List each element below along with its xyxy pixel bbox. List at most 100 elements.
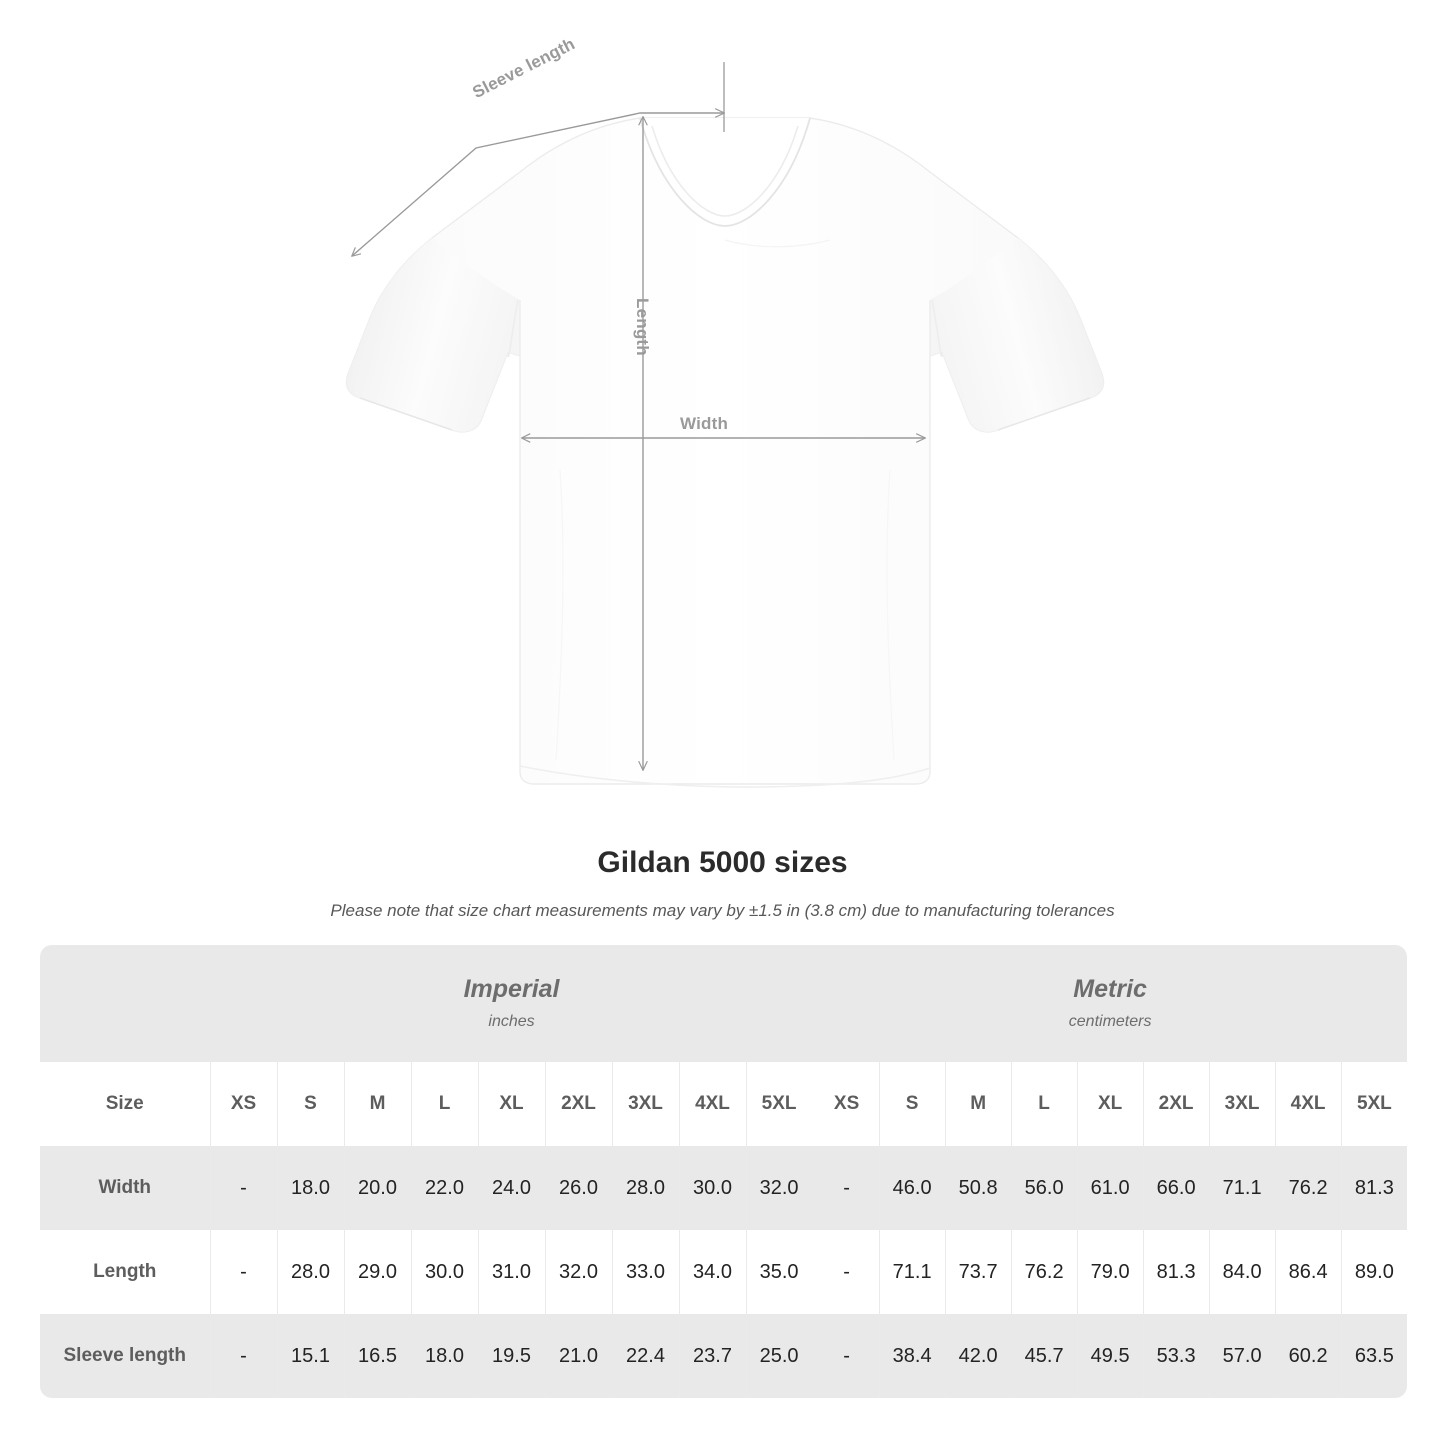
bottom-hem xyxy=(519,765,931,788)
cell-length-imp-4xl: 34.0 xyxy=(678,1230,746,1314)
size-header-met-xl: XL xyxy=(1076,1062,1144,1146)
cell-length-met-3xl: 84.0 xyxy=(1208,1230,1276,1314)
unit-metric-name: Metric xyxy=(1073,975,1147,1004)
cell-sleeve-imp-2xl: 21.0 xyxy=(544,1314,612,1398)
cell-sleeve-imp-xs: - xyxy=(209,1314,277,1398)
size-header-imp-xs: XS xyxy=(209,1062,277,1146)
cell-sleeve-imp-m: 16.5 xyxy=(343,1314,411,1398)
size-header-imp-2xl: 2XL xyxy=(544,1062,612,1146)
size-header-label: Size xyxy=(40,1062,210,1146)
table-row: Length - 28.0 29.0 30.0 31.0 32.0 33.0 3… xyxy=(40,1230,1408,1314)
cell-width-imp-m: 20.0 xyxy=(343,1146,411,1230)
sleeve-length-arrow xyxy=(352,113,724,256)
cell-width-met-l: 56.0 xyxy=(1010,1146,1078,1230)
unit-imperial-sub: inches xyxy=(488,1013,535,1031)
unit-band-row: Imperial inches Metric centimeters xyxy=(40,945,1408,1062)
table-row: Sleeve length - 15.1 16.5 18.0 19.5 21.0… xyxy=(40,1314,1408,1398)
cell-sleeve-imp-s: 15.1 xyxy=(276,1314,344,1398)
cell-sleeve-met-m: 42.0 xyxy=(944,1314,1012,1398)
size-chart-table: Imperial inches Metric centimeters Size … xyxy=(40,945,1408,1398)
cell-width-imp-xs: - xyxy=(209,1146,277,1230)
cell-length-imp-l: 30.0 xyxy=(410,1230,478,1314)
size-header-imp-xl: XL xyxy=(477,1062,545,1146)
cell-length-imp-xs: - xyxy=(209,1230,277,1314)
chest-fold xyxy=(724,239,831,248)
fold-right xyxy=(886,469,895,761)
cell-sleeve-met-xs: - xyxy=(811,1314,880,1398)
cell-length-met-m: 73.7 xyxy=(944,1230,1012,1314)
width-label: Width xyxy=(680,414,729,433)
size-header-met-2xl: 2XL xyxy=(1142,1062,1210,1146)
cell-sleeve-met-4xl: 60.2 xyxy=(1274,1314,1342,1398)
size-header-met-m: M xyxy=(944,1062,1012,1146)
size-header-imp-5xl: 5XL xyxy=(745,1062,814,1146)
left-cuff xyxy=(359,397,453,431)
right-sleeve-seam xyxy=(931,299,943,358)
row-label-sleeve-length: Sleeve length xyxy=(40,1314,210,1398)
cell-width-met-3xl: 71.1 xyxy=(1208,1146,1276,1230)
title-block: Gildan 5000 sizes Please note that size … xyxy=(0,845,1445,921)
cell-length-imp-m: 29.0 xyxy=(343,1230,411,1314)
left-sleeve-shade xyxy=(346,238,520,432)
cell-length-imp-s: 28.0 xyxy=(276,1230,344,1314)
cell-width-met-5xl: 81.3 xyxy=(1340,1146,1408,1230)
cell-length-met-s: 71.1 xyxy=(878,1230,946,1314)
unit-metric-cell: Metric centimeters xyxy=(813,945,1408,1062)
cell-sleeve-imp-5xl: 25.0 xyxy=(745,1314,814,1398)
size-header-imp-l: L xyxy=(410,1062,478,1146)
cell-width-imp-5xl: 32.0 xyxy=(745,1146,814,1230)
cell-sleeve-met-5xl: 63.5 xyxy=(1340,1314,1408,1398)
size-header-met-3xl: 3XL xyxy=(1208,1062,1276,1146)
shirt-body-group xyxy=(345,117,1105,788)
size-header-met-l: L xyxy=(1010,1062,1078,1146)
cell-length-imp-2xl: 32.0 xyxy=(544,1230,612,1314)
cell-width-met-m: 50.8 xyxy=(944,1146,1012,1230)
tshirt-illustration xyxy=(345,62,1105,788)
cell-width-imp-3xl: 28.0 xyxy=(611,1146,679,1230)
cell-sleeve-met-s: 38.4 xyxy=(878,1314,946,1398)
unit-metric-sub: centimeters xyxy=(1068,1013,1152,1031)
cell-sleeve-met-3xl: 57.0 xyxy=(1208,1314,1276,1398)
dimension-lines xyxy=(352,62,925,770)
size-chart-table-wrapper: Imperial inches Metric centimeters Size … xyxy=(40,945,1408,1398)
cell-width-met-xs: - xyxy=(811,1146,880,1230)
cell-length-imp-xl: 31.0 xyxy=(477,1230,545,1314)
cell-width-imp-4xl: 30.0 xyxy=(678,1146,746,1230)
cell-sleeve-imp-3xl: 22.4 xyxy=(611,1314,679,1398)
fold-left xyxy=(555,469,564,761)
row-label-width: Width xyxy=(40,1146,210,1230)
size-header-imp-3xl: 3XL xyxy=(611,1062,679,1146)
unit-imperial-cell: Imperial inches xyxy=(210,945,814,1062)
cell-sleeve-imp-xl: 19.5 xyxy=(477,1314,545,1398)
cell-length-met-xs: - xyxy=(811,1230,880,1314)
cell-length-imp-5xl: 35.0 xyxy=(745,1230,814,1314)
cell-length-met-l: 76.2 xyxy=(1010,1230,1078,1314)
unit-imperial-name: Imperial xyxy=(463,975,560,1004)
length-label: Length xyxy=(633,298,652,356)
size-header-imp-m: M xyxy=(343,1062,411,1146)
cell-length-met-2xl: 81.3 xyxy=(1142,1230,1210,1314)
size-header-imp-s: S xyxy=(276,1062,344,1146)
table-row: Width - 18.0 20.0 22.0 24.0 26.0 28.0 30… xyxy=(40,1146,1408,1230)
cell-sleeve-met-l: 45.7 xyxy=(1010,1314,1078,1398)
cell-width-met-s: 46.0 xyxy=(878,1146,946,1230)
cell-sleeve-imp-4xl: 23.7 xyxy=(678,1314,746,1398)
cell-length-imp-3xl: 33.0 xyxy=(611,1230,679,1314)
cell-sleeve-met-xl: 49.5 xyxy=(1076,1314,1144,1398)
cell-length-met-4xl: 86.4 xyxy=(1274,1230,1342,1314)
tolerance-note: Please note that size chart measurements… xyxy=(330,901,1115,920)
row-label-length: Length xyxy=(40,1230,210,1314)
cell-width-met-xl: 61.0 xyxy=(1076,1146,1144,1230)
cell-length-met-5xl: 89.0 xyxy=(1340,1230,1408,1314)
cell-width-imp-l: 22.0 xyxy=(410,1146,478,1230)
right-cuff xyxy=(997,397,1091,431)
right-sleeve-shade xyxy=(930,238,1104,432)
cell-width-met-2xl: 66.0 xyxy=(1142,1146,1210,1230)
size-header-imp-4xl: 4XL xyxy=(678,1062,746,1146)
size-header-row: Size XS S M L XL 2XL 3XL 4XL 5XL XS S M … xyxy=(40,1062,1408,1146)
cell-width-met-4xl: 76.2 xyxy=(1274,1146,1342,1230)
unit-band-spacer xyxy=(40,945,210,1062)
size-header-met-s: S xyxy=(878,1062,946,1146)
left-sleeve-seam xyxy=(507,299,519,358)
cell-width-imp-xl: 24.0 xyxy=(477,1146,545,1230)
